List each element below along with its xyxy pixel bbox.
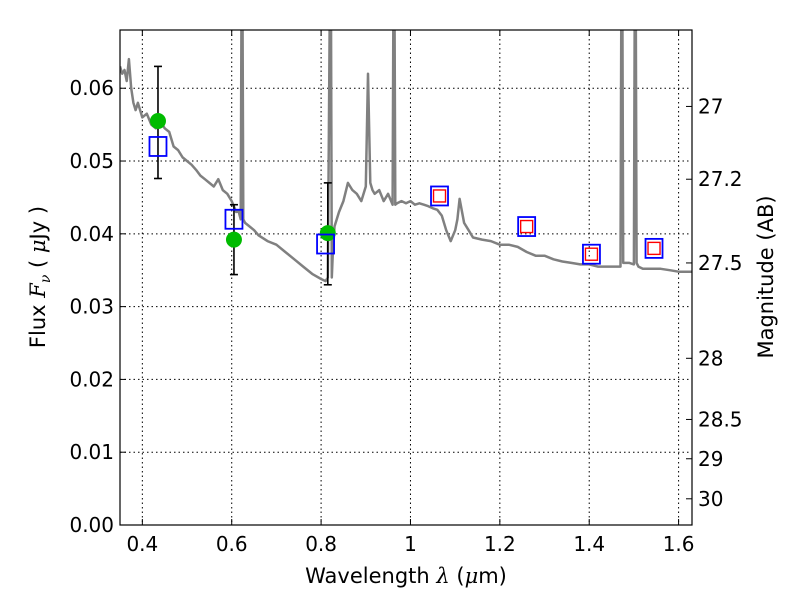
x-tick-label: 0.8 <box>305 532 337 556</box>
grid-lines <box>120 30 692 526</box>
photometry-point <box>225 231 242 248</box>
photometry-point <box>149 112 166 129</box>
x-tick-label: 0.4 <box>126 532 158 556</box>
y2-tick-label: 28 <box>698 346 723 370</box>
y2-tick-label: 28.5 <box>698 407 743 431</box>
y-tick-label: 0.01 <box>69 440 114 464</box>
marker-layer <box>148 65 664 286</box>
x-axis-label: Wavelength λ (μm) <box>305 564 507 588</box>
y-tick-label: 0.02 <box>69 367 114 391</box>
x-tick-label: 1.2 <box>484 532 516 556</box>
y2-axis-label: Magnitude (AB) <box>754 195 778 358</box>
model-band-outer-square <box>582 243 601 265</box>
model-band-outer-square <box>644 237 664 259</box>
y2-tick-label: 27 <box>698 94 723 118</box>
model-band-inner-square <box>647 241 661 256</box>
y-axis-label: Flux Fν ( μJy ) <box>26 206 54 348</box>
y2-tick-label: 29 <box>698 447 723 471</box>
plot-frame <box>119 29 693 526</box>
model-band-inner-square <box>519 219 534 234</box>
model-band-outer-square <box>430 185 449 207</box>
model-band-square <box>148 136 168 157</box>
model-band-inner-square <box>584 247 599 261</box>
x-tick-label: 1.6 <box>663 532 695 556</box>
y2-tick-label: 27.2 <box>698 167 743 191</box>
y2-tick-label: 27.5 <box>698 251 743 275</box>
plot-background <box>120 30 692 525</box>
tick-layer: 0.4 0.6 0.8 1 1.2 1.4 1.6 0.00 0.01 0.02 0.03 0.04 0… <box>69 30 743 556</box>
y-tick-label: 0.00 <box>69 513 114 537</box>
y-tick-label: 0.04 <box>69 222 114 246</box>
x-tick-label: 1 <box>404 532 417 556</box>
y-tick-label: 0.05 <box>69 149 114 173</box>
x-tick-label: 0.6 <box>216 532 248 556</box>
model-band-outer-square <box>517 216 537 237</box>
model-band-inner-square <box>432 189 447 203</box>
x-tick-label: 1.4 <box>573 532 605 556</box>
y-tick-label: 0.06 <box>69 76 114 100</box>
model-band-square <box>316 233 335 255</box>
y2-tick-label: 30 <box>698 487 723 511</box>
y-tick-label: 0.03 <box>69 295 114 319</box>
photometry-point <box>319 225 336 242</box>
model-band-square <box>224 208 244 230</box>
